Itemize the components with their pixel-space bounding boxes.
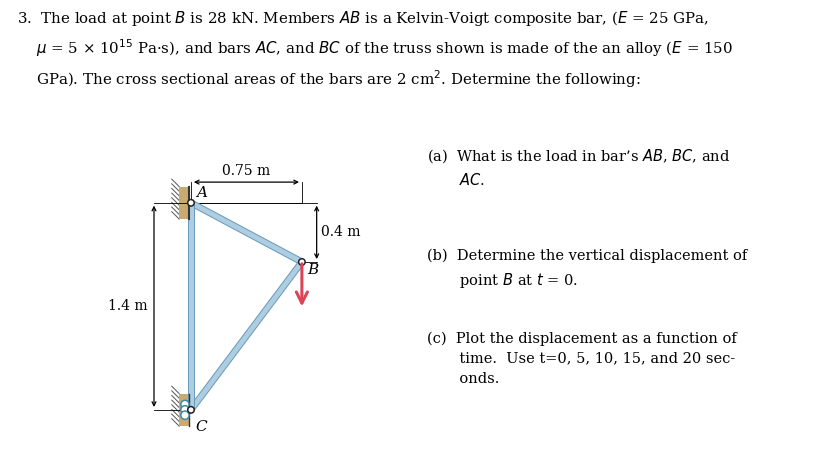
Text: (c)  Plot the displacement as a function of
       time.  Use t=0, 5, 10, 15, an: (c) Plot the displacement as a function … [426, 331, 736, 386]
Circle shape [298, 259, 305, 265]
Circle shape [181, 406, 189, 414]
Circle shape [187, 199, 194, 206]
Bar [179, 393, 189, 426]
Circle shape [181, 411, 189, 419]
Text: (a)  What is the load in bar’s $AB$, $BC$, and
       $AC$.: (a) What is the load in bar’s $AB$, $BC$… [426, 147, 730, 188]
Text: 0.4 m: 0.4 m [321, 226, 360, 239]
Circle shape [181, 401, 189, 408]
Text: 0.75 m: 0.75 m [222, 165, 270, 178]
Text: 3.  The load at point $B$ is 28 kN. Members $AB$ is a Kelvin-Voigt composite bar: 3. The load at point $B$ is 28 kN. Membe… [17, 9, 732, 90]
Text: 1.4 m: 1.4 m [109, 299, 148, 313]
Polygon shape [188, 203, 194, 410]
Circle shape [187, 407, 194, 413]
Text: A: A [196, 186, 206, 200]
Polygon shape [189, 200, 303, 265]
Text: C: C [195, 420, 206, 434]
Text: (b)  Determine the vertical displacement of
       point $B$ at $t$ = 0.: (b) Determine the vertical displacement … [426, 249, 747, 290]
Polygon shape [188, 260, 303, 412]
Text: B: B [307, 264, 318, 278]
Bar [179, 187, 189, 219]
